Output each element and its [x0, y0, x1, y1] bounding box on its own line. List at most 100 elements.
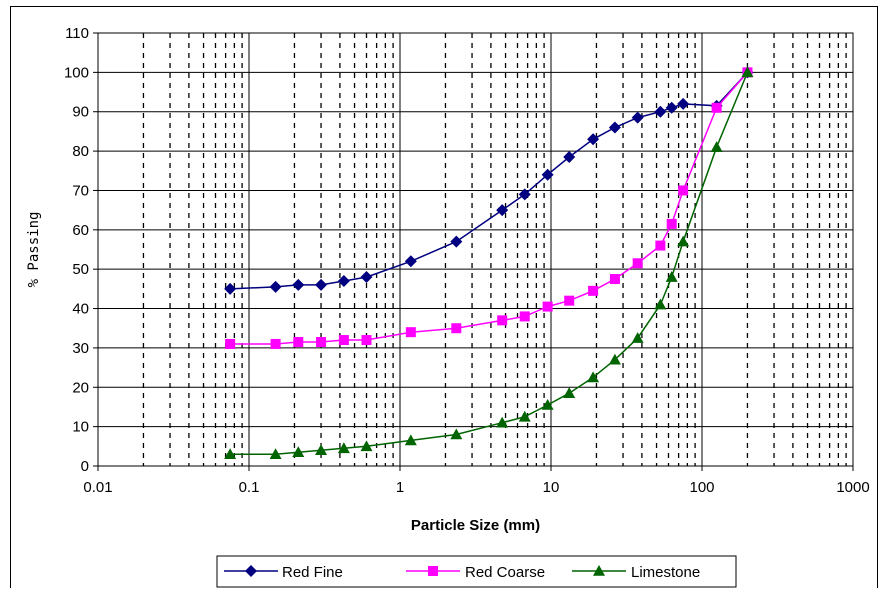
red-fine-point — [269, 280, 282, 293]
red-coarse-point — [270, 338, 281, 349]
legend-marker — [245, 565, 257, 577]
limestone-line — [230, 72, 749, 455]
red-fine-point — [587, 133, 600, 146]
limestone-point — [631, 332, 644, 343]
y-tick-label: 100 — [64, 64, 89, 81]
grid — [97, 32, 853, 467]
x-tick-label: 0.1 — [239, 479, 260, 496]
legend: Red Fine Red Coarse Limestone — [216, 555, 737, 588]
legend-marker — [593, 565, 605, 576]
red-coarse-point — [655, 240, 666, 251]
legend-marker — [428, 566, 438, 576]
legend-label: Red Fine — [282, 564, 343, 581]
limestone-point — [518, 410, 531, 422]
limestone-point — [741, 66, 754, 78]
red-coarse-point — [497, 315, 508, 326]
x-axis-title: Particle Size (mm) — [411, 517, 540, 534]
limestone-point — [541, 398, 554, 410]
legend-label: Limestone — [631, 564, 700, 581]
red-fine-point — [450, 235, 463, 248]
limestone-point — [665, 271, 678, 282]
red-coarse-point — [609, 274, 620, 285]
red-coarse-point — [225, 338, 236, 349]
red-fine-point — [631, 111, 644, 124]
y-tick-label: 80 — [72, 143, 89, 160]
series-red-coarse — [225, 67, 753, 349]
limestone-point — [587, 371, 600, 383]
x-axis-ticks: 0.01 0.1 1 10 100 1000 — [83, 466, 870, 496]
limestone-point — [292, 446, 305, 458]
limestone-point — [608, 353, 621, 365]
x-tick-label: 0.01 — [83, 479, 112, 496]
y-tick-label: 30 — [72, 340, 89, 357]
red-coarse-point — [361, 335, 372, 346]
red-fine-point — [496, 204, 509, 217]
y-tick-label: 40 — [72, 301, 89, 318]
red-coarse-point — [293, 337, 304, 348]
plot-area — [97, 32, 854, 467]
red-coarse-line — [230, 71, 749, 345]
legend-box — [216, 555, 737, 588]
red-coarse-point — [666, 218, 677, 229]
red-fine-point — [518, 188, 531, 201]
red-coarse-point — [711, 102, 722, 113]
red-coarse-point — [405, 327, 416, 338]
y-tick-label: 0 — [81, 458, 89, 475]
red-fine-point — [563, 150, 576, 163]
y-tick-label: 60 — [72, 222, 89, 239]
red-coarse-point — [451, 323, 462, 334]
red-fine-point — [677, 97, 690, 110]
series — [224, 66, 754, 459]
limestone-point — [337, 442, 350, 454]
limestone-point — [677, 235, 690, 247]
x-tick-label: 10 — [543, 479, 560, 496]
limestone-point — [315, 444, 328, 456]
x-tick-label: 100 — [689, 479, 714, 496]
red-fine-point — [224, 282, 237, 295]
limestone-point — [360, 440, 373, 452]
red-coarse-point — [542, 301, 553, 312]
y-tick-label: 10 — [72, 419, 89, 436]
y-tick-label: 20 — [72, 379, 89, 396]
red-coarse-point — [678, 185, 689, 196]
limestone-point — [710, 141, 723, 152]
chart-frame — [10, 6, 878, 588]
y-tick-label: 110 — [65, 25, 89, 42]
x-tick-label: 1000 — [836, 479, 869, 496]
red-fine-point — [360, 271, 373, 284]
y-tick-label: 50 — [72, 261, 89, 278]
legend-label: Red Coarse — [465, 564, 545, 581]
red-coarse-point — [632, 258, 643, 269]
limestone-point — [269, 448, 282, 459]
y-axis-ticks: 0 10 20 30 40 50 60 70 80 90 100 110 — [64, 25, 98, 475]
red-fine-point — [541, 168, 554, 181]
y-axis-title: % Passing — [26, 212, 42, 288]
red-coarse-point — [338, 335, 349, 346]
limestone-point — [224, 448, 237, 459]
limestone-point — [404, 434, 417, 446]
red-coarse-point — [316, 337, 327, 348]
red-fine-point — [337, 274, 350, 287]
legend-item-red-coarse: Red Coarse — [406, 564, 545, 581]
x-tick-label: 1 — [396, 479, 404, 496]
legend-item-limestone: Limestone — [572, 564, 700, 581]
red-fine-point — [404, 255, 417, 268]
limestone-point — [654, 298, 667, 310]
red-fine-point — [315, 278, 328, 291]
y-tick-label: 90 — [72, 104, 89, 121]
red-coarse-point — [519, 311, 530, 322]
series-limestone — [224, 66, 754, 459]
series-red-fine — [224, 66, 754, 295]
red-fine-point — [608, 121, 621, 134]
red-fine-point — [665, 101, 678, 114]
limestone-point — [450, 428, 463, 440]
limestone-point — [496, 416, 509, 428]
red-coarse-point — [564, 295, 575, 306]
red-fine-point — [292, 278, 305, 291]
legend-item-red-fine: Red Fine — [224, 564, 343, 581]
red-fine-point — [654, 105, 667, 118]
y-tick-label: 70 — [72, 182, 89, 199]
limestone-point — [563, 387, 576, 398]
red-coarse-point — [588, 285, 599, 296]
